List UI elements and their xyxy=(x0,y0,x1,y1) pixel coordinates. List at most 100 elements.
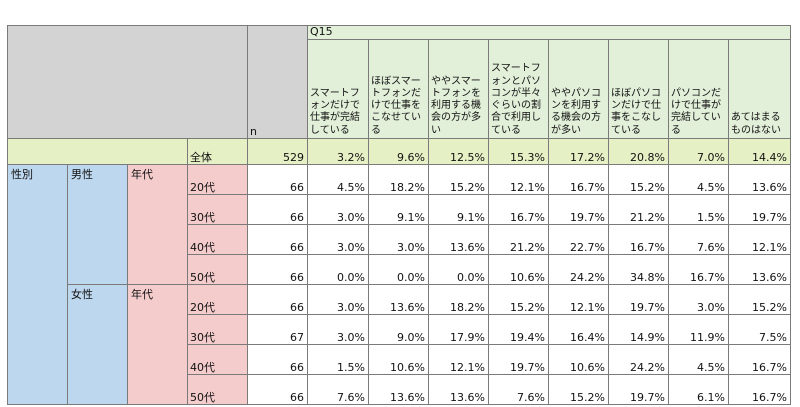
table-cell: 7.5% xyxy=(729,315,791,345)
table-cell: 22.7% xyxy=(549,225,609,255)
table-cell: 19.7% xyxy=(729,195,791,225)
table-cell: 3.0% xyxy=(308,195,369,225)
table-cell: 0.0% xyxy=(429,255,489,285)
table-cell: 18.2% xyxy=(369,165,429,195)
question-label: Q15 xyxy=(308,26,791,40)
table-cell: 19.4% xyxy=(489,315,549,345)
table-cell: 14.9% xyxy=(609,315,669,345)
table-cell: 0.0% xyxy=(308,255,369,285)
column-header: スマートフォンとパソコンが半々ぐらいの割合で利用している xyxy=(489,40,549,139)
column-header: あてはまるものはない xyxy=(729,40,791,139)
total-value: 7.0% xyxy=(669,139,729,165)
table-cell: 13.6% xyxy=(369,285,429,315)
table-cell: 24.2% xyxy=(549,255,609,285)
age-label: 30代 xyxy=(188,315,248,345)
table-cell: 6.1% xyxy=(669,375,729,405)
table-cell: 13.6% xyxy=(369,375,429,405)
table-cell: 12.1% xyxy=(429,345,489,375)
table-cell: 4.5% xyxy=(669,345,729,375)
table-cell: 15.2% xyxy=(429,165,489,195)
row-n: 66 xyxy=(248,345,308,375)
female-label: 女性 xyxy=(68,285,128,405)
table-cell: 16.7% xyxy=(729,375,791,405)
total-blank xyxy=(8,139,188,165)
age-label: 40代 xyxy=(188,225,248,255)
table-cell: 1.5% xyxy=(308,345,369,375)
table-cell: 9.0% xyxy=(369,315,429,345)
table-cell: 7.6% xyxy=(669,225,729,255)
table-cell: 10.6% xyxy=(489,255,549,285)
total-n: 529 xyxy=(248,139,308,165)
column-header: ほぼパソコンだけで仕事をこなしている xyxy=(609,40,669,139)
table-cell: 19.7% xyxy=(549,195,609,225)
table-cell: 24.2% xyxy=(609,345,669,375)
table-cell: 3.0% xyxy=(308,315,369,345)
age-label: 30代 xyxy=(188,195,248,225)
table-cell: 16.7% xyxy=(489,195,549,225)
table-cell: 21.2% xyxy=(489,225,549,255)
table-cell: 9.1% xyxy=(429,195,489,225)
table-cell: 10.6% xyxy=(369,345,429,375)
column-header: ほぼスマートフォンだけで仕事をこなせている xyxy=(369,40,429,139)
table-cell: 4.5% xyxy=(308,165,369,195)
table-cell: 3.0% xyxy=(308,285,369,315)
row-n: 66 xyxy=(248,285,308,315)
row-n: 66 xyxy=(248,195,308,225)
total-value: 14.4% xyxy=(729,139,791,165)
table-cell: 13.6% xyxy=(429,375,489,405)
male-label: 男性 xyxy=(68,165,128,285)
total-value: 3.2% xyxy=(308,139,369,165)
column-header: ややパソコンを利用する機会の方が多い xyxy=(549,40,609,139)
column-header: ややスマートフォンを利用する機会の方が多い xyxy=(429,40,489,139)
table-cell: 9.1% xyxy=(369,195,429,225)
n-header: n xyxy=(248,26,308,139)
table-cell: 10.6% xyxy=(549,345,609,375)
table-cell: 18.2% xyxy=(429,285,489,315)
age-label: 50代 xyxy=(188,255,248,285)
row-n: 66 xyxy=(248,255,308,285)
table-cell: 3.0% xyxy=(669,285,729,315)
total-value: 12.5% xyxy=(429,139,489,165)
table-cell: 19.7% xyxy=(489,345,549,375)
table-cell: 16.7% xyxy=(729,345,791,375)
table-cell: 13.6% xyxy=(729,255,791,285)
crosstab-table: n Q15 スマートフォンだけで仕事が完結している ほぼスマートフォンだけで仕事をこな… xyxy=(7,25,791,405)
table-cell: 19.7% xyxy=(609,285,669,315)
table-cell: 1.5% xyxy=(669,195,729,225)
table-cell: 19.7% xyxy=(609,375,669,405)
row-n: 66 xyxy=(248,225,308,255)
table-cell: 15.2% xyxy=(609,165,669,195)
table-cell: 34.8% xyxy=(609,255,669,285)
table-cell: 12.1% xyxy=(549,285,609,315)
table-cell: 13.6% xyxy=(429,225,489,255)
table-cell: 12.1% xyxy=(489,165,549,195)
total-value: 17.2% xyxy=(549,139,609,165)
table-cell: 7.6% xyxy=(308,375,369,405)
corner-blank xyxy=(8,26,248,139)
age-label: 20代 xyxy=(188,165,248,195)
total-value: 20.8% xyxy=(609,139,669,165)
table-cell: 16.7% xyxy=(669,255,729,285)
table-cell: 16.4% xyxy=(549,315,609,345)
table-cell: 0.0% xyxy=(369,255,429,285)
age-group-label: 年代 xyxy=(128,165,188,285)
table-cell: 15.2% xyxy=(549,375,609,405)
table-cell: 3.0% xyxy=(308,225,369,255)
total-value: 9.6% xyxy=(369,139,429,165)
age-group-label: 年代 xyxy=(128,285,188,405)
table-cell: 12.1% xyxy=(729,225,791,255)
column-header: パソコンだけで仕事が完結している xyxy=(669,40,729,139)
row-n: 66 xyxy=(248,375,308,405)
table-cell: 7.6% xyxy=(489,375,549,405)
age-label: 20代 xyxy=(188,285,248,315)
table-cell: 15.2% xyxy=(489,285,549,315)
row-n: 67 xyxy=(248,315,308,345)
table-cell: 11.9% xyxy=(669,315,729,345)
table-cell: 3.0% xyxy=(369,225,429,255)
age-label: 40代 xyxy=(188,345,248,375)
total-value: 15.3% xyxy=(489,139,549,165)
age-label: 50代 xyxy=(188,375,248,405)
table-cell: 16.7% xyxy=(609,225,669,255)
table-cell: 13.6% xyxy=(729,165,791,195)
column-header: スマートフォンだけで仕事が完結している xyxy=(308,40,369,139)
